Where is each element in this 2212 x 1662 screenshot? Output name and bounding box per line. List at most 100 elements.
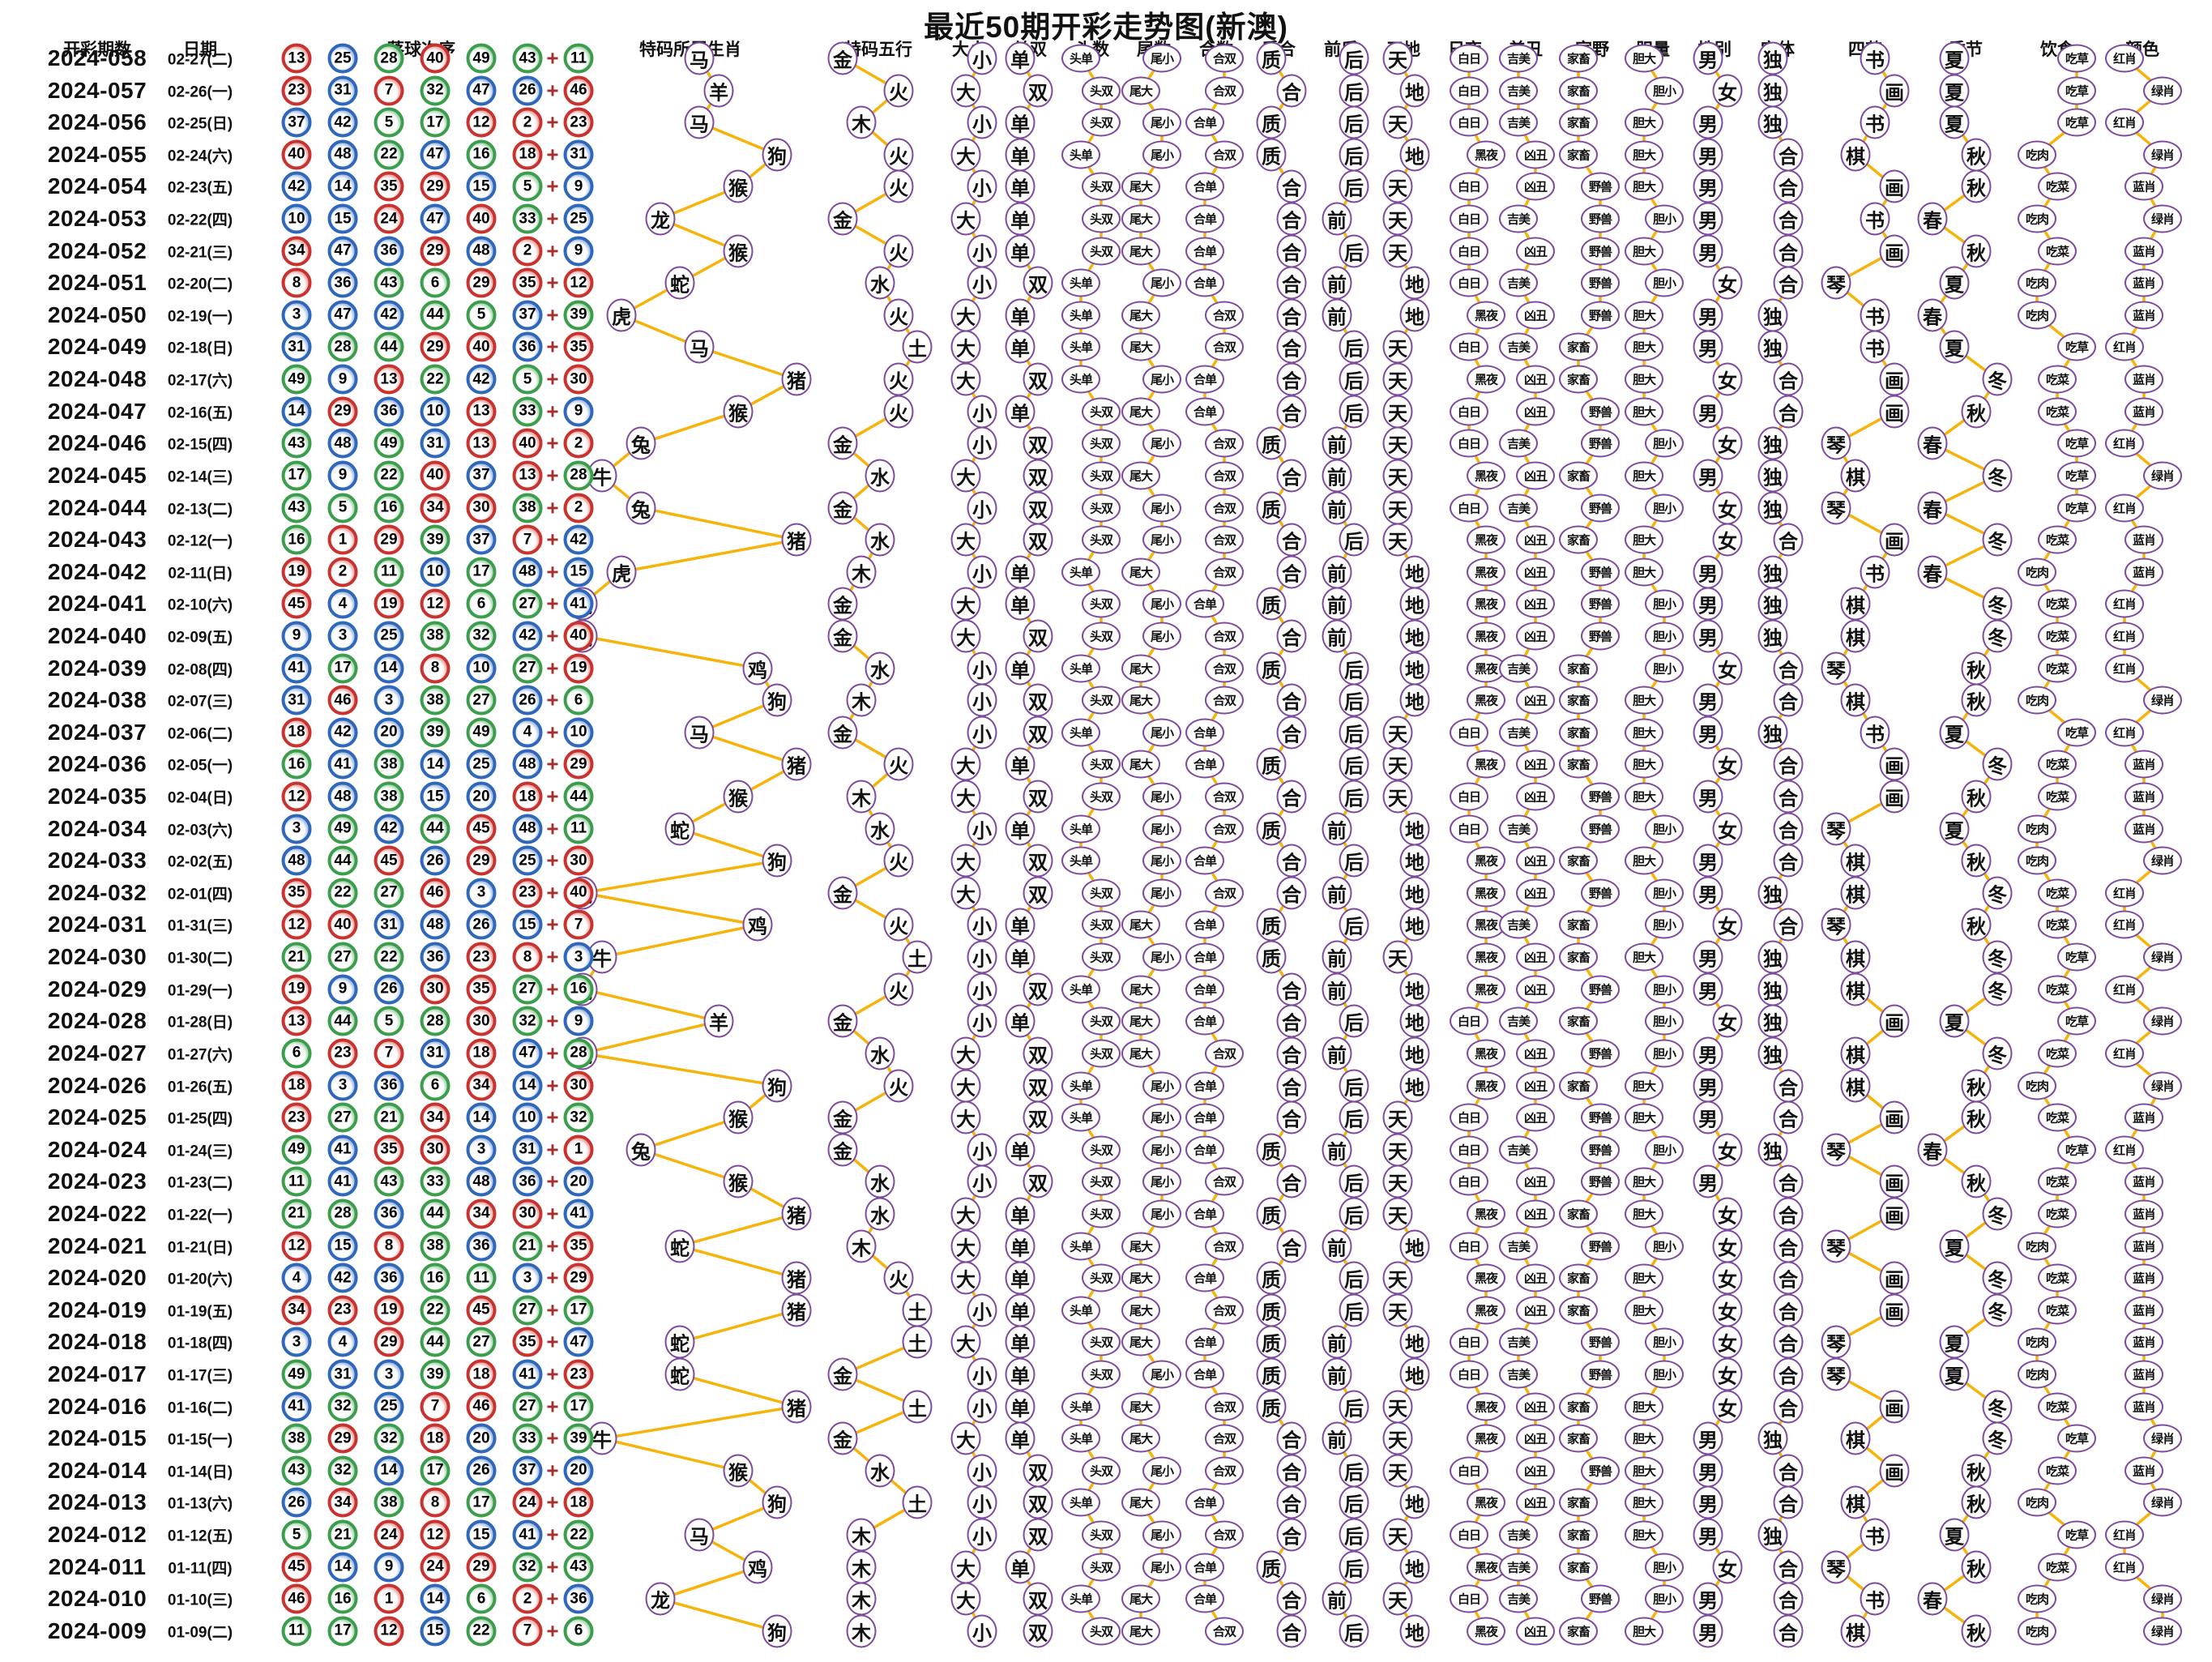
ball: 35: [466, 974, 497, 1005]
ball: 43: [374, 267, 404, 298]
trend-cell-yanse: 红肖: [2105, 493, 2144, 523]
trend-cell-zhihe: 质: [1256, 908, 1287, 942]
trend-cell-zodiac: 羊: [703, 1004, 734, 1038]
trend-cell-heshu: 合双: [1205, 493, 1244, 523]
ball: 3: [327, 621, 358, 652]
ball: 12: [281, 781, 312, 812]
trend-cell-daxiao: 大: [950, 1582, 981, 1616]
ball: 14: [466, 1102, 497, 1133]
trend-cell-daxiao: 大: [950, 362, 981, 396]
period-label: 2024-026: [47, 1072, 147, 1098]
trend-cell-tiandi: 天: [1382, 202, 1413, 236]
trend-cell-yanse: 蓝肖: [2124, 814, 2163, 844]
trend-cell-zhihe: 合: [1276, 362, 1307, 396]
trend-cell-toushu: 头双: [1082, 686, 1121, 715]
trend-cell-meichou: 凶丑: [1516, 397, 1555, 426]
trend-cell-xingbie: 女: [1712, 523, 1743, 557]
trend-cell-yanse: 红肖: [2105, 589, 2144, 618]
trend-cell-toushu: 头双: [1082, 910, 1121, 939]
trend-cell-tiandi: 天: [1382, 940, 1413, 974]
trend-cell-tiandi: 天: [1382, 491, 1413, 525]
trend-cell-yanse: 红肖: [2105, 1039, 2144, 1068]
trend-cell-zodiac: 猪: [781, 1261, 812, 1295]
trend-cell-yanse: 蓝肖: [2124, 397, 2163, 426]
trend-cell-weishu: 尾小: [1142, 1553, 1181, 1582]
trend-cell-element: 火: [883, 298, 914, 332]
trend-cell-meichou: 吉美: [1499, 1553, 1538, 1582]
trend-cell-tiandi: 天: [1382, 41, 1413, 75]
trend-cell-yanse: 蓝肖: [2124, 237, 2163, 266]
trend-cell-qianhou: 前: [1322, 1582, 1352, 1616]
trend-cell-weishu: 尾大: [1121, 750, 1160, 779]
plus-icon: +: [546, 109, 559, 135]
ball: 29: [466, 1552, 497, 1583]
trend-cell-yinshi: 吃草: [2057, 429, 2096, 458]
trend-cell-zhihe: 合: [1276, 234, 1307, 268]
trend-cell-yanse: 蓝肖: [2124, 1199, 2163, 1228]
trend-cell-qianhou: 前: [1322, 491, 1352, 525]
trend-cell-tiandi: 地: [1399, 812, 1430, 846]
trend-cell-daxiao: 小: [967, 1133, 997, 1167]
trend-cell-toushu: 头双: [1082, 1617, 1121, 1646]
trend-cell-xingbie: 男: [1693, 1100, 1723, 1134]
trend-cell-weishu: 尾小: [1142, 429, 1181, 458]
trend-cell-toushu: 头双: [1082, 204, 1121, 233]
trend-cell-heshu: 合单: [1185, 975, 1224, 1004]
trend-cell-xingbie: 男: [1693, 587, 1723, 621]
trend-cell-jiaye: 野兽: [1581, 1039, 1620, 1068]
trend-cell-zodiac: 猴: [723, 234, 754, 268]
trend-cell-jiaye: 家畜: [1559, 1553, 1598, 1582]
trend-cell-siyi: 琴: [1821, 652, 1851, 686]
trend-cell-weishu: 尾大: [1121, 1327, 1160, 1357]
date-label: 01-26(五): [167, 1079, 233, 1096]
trend-cell-riye: 白日: [1450, 1584, 1488, 1613]
trend-cell-danliang: 胆大: [1625, 1424, 1663, 1453]
trend-cell-daxiao: 大: [950, 747, 981, 781]
ball: 12: [281, 909, 312, 940]
trend-cell-riye: 白日: [1450, 237, 1488, 266]
plus-icon: +: [546, 1489, 559, 1515]
trend-cell-riye: 白日: [1450, 814, 1488, 844]
trend-cell-yinshi: 吃肉: [2018, 301, 2056, 330]
ball: 18: [420, 1423, 451, 1454]
ball: 4: [512, 717, 543, 748]
ball: 38: [374, 1487, 404, 1518]
trend-cell-tiandi: 天: [1382, 426, 1413, 460]
trend-cell-danliang: 胆大: [1625, 942, 1663, 972]
trend-cell-danshuang: 双: [1023, 1518, 1053, 1552]
trend-cell-element: 金: [827, 1357, 858, 1391]
date-label: 02-02(五): [167, 853, 233, 871]
trend-cell-meichou: 凶丑: [1516, 1392, 1555, 1421]
trend-cell-ziti: 合: [1773, 1100, 1804, 1134]
ball: 32: [327, 1455, 358, 1486]
trend-cell-daxiao: 小: [967, 1485, 997, 1519]
trend-cell-meichou: 凶丑: [1516, 878, 1555, 908]
trend-cell-zodiac: 马: [684, 105, 715, 139]
trend-cell-zhihe: 质: [1256, 1325, 1287, 1359]
trend-cell-weishu: 尾小: [1142, 365, 1181, 394]
trend-cell-riye: 黑夜: [1467, 1263, 1505, 1292]
trend-cell-yanse: 红肖: [2105, 44, 2144, 73]
trend-cell-tiandi: 地: [1399, 298, 1430, 332]
special-ball: 39: [563, 300, 594, 331]
trend-cell-element: 金: [827, 41, 858, 75]
date-label: 01-28(日): [167, 1014, 233, 1032]
trend-cell-jiaye: 野兽: [1581, 1360, 1620, 1389]
date-label: 01-13(六): [167, 1495, 233, 1513]
trend-cell-daxiao: 小: [967, 1357, 997, 1391]
trend-cell-danliang: 胆大: [1625, 397, 1663, 426]
plus-icon: +: [546, 656, 559, 681]
trend-cell-daxiao: 大: [950, 1550, 981, 1584]
plus-icon: +: [546, 816, 559, 841]
trend-cell-element: 金: [827, 1421, 858, 1455]
trend-cell-ziti: 合: [1773, 780, 1804, 814]
plus-icon: +: [546, 1104, 559, 1130]
trend-cell-danliang: 胆大: [1625, 1071, 1663, 1100]
trend-cell-jijie: 夏: [1939, 74, 1970, 108]
trend-cell-danliang: 胆小: [1645, 1135, 1684, 1164]
ball: 21: [512, 1231, 543, 1262]
ball: 30: [512, 1198, 543, 1229]
trend-cell-xingbie: 男: [1693, 1518, 1723, 1552]
trend-cell-danliang: 胆大: [1625, 750, 1663, 779]
trend-cell-heshu: 合双: [1205, 1424, 1244, 1453]
